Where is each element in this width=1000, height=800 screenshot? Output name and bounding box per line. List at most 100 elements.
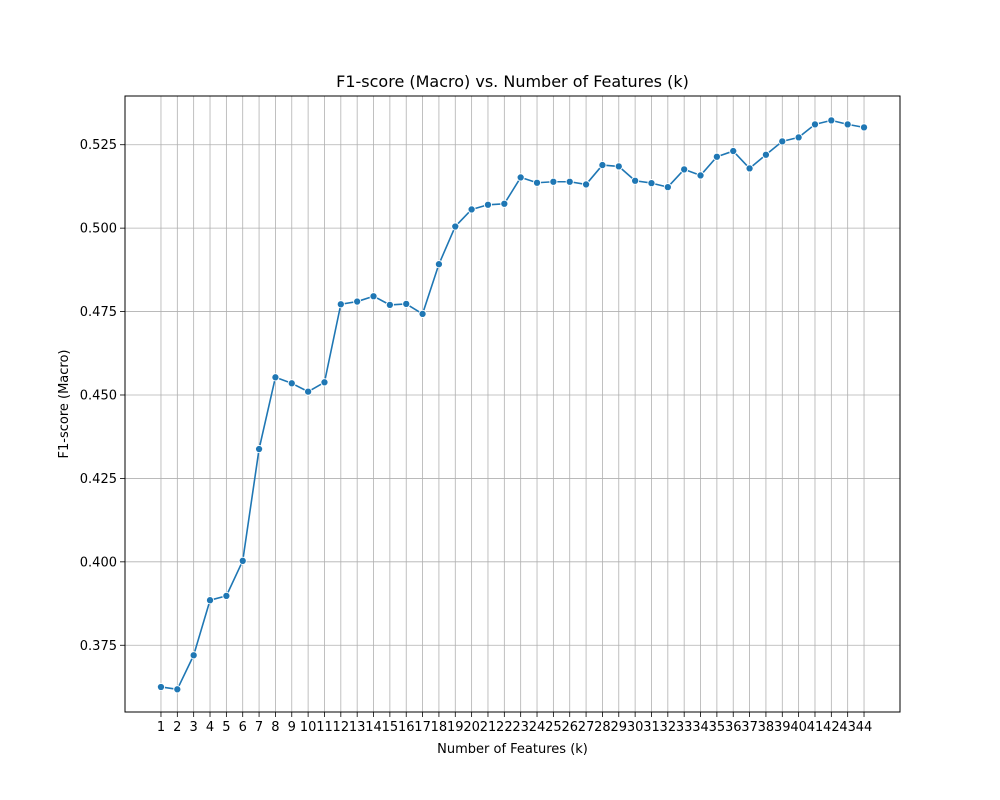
data-point-10 (304, 387, 313, 396)
data-point-25 (549, 177, 558, 186)
plot-frame (124, 95, 901, 713)
y-tick-label: 0.425 (80, 472, 117, 487)
x-tick-label: 44 (856, 720, 873, 735)
data-point-40 (794, 133, 803, 142)
data-point-14 (369, 292, 378, 301)
data-point-36 (729, 147, 738, 156)
data-point-23 (516, 173, 525, 182)
data-point-34 (696, 171, 705, 180)
y-axis-ticks: 0.375 0.400 0.425 0.450 0.475 0.500 0.525 (80, 138, 125, 654)
data-point-22 (500, 199, 509, 208)
y-tick-label: 0.375 (80, 639, 117, 654)
x-tick-label: 39 (774, 720, 791, 735)
y-tick-label: 0.475 (80, 305, 117, 320)
x-tick-label: 27 (578, 720, 595, 735)
x-tick-label: 40 (790, 720, 807, 735)
x-tick-label: 22 (496, 720, 513, 735)
x-tick-label: 20 (463, 720, 480, 735)
x-axis-title: Number of Features (k) (437, 742, 588, 757)
x-tick-label: 21 (480, 720, 497, 735)
data-point-5 (222, 591, 231, 600)
data-point-12 (336, 300, 345, 309)
x-axis-ticks: 1 2 3 4 5 6 7 8 9 10 11 12 13 14 15 16 17 18 19 20 21 22 23 24 2… (157, 712, 872, 735)
x-tick-label: 24 (529, 720, 546, 735)
x-tick-label: 34 (692, 720, 709, 735)
data-point-44 (859, 123, 869, 132)
data-point-20 (467, 205, 476, 214)
x-tick-label: 3 (190, 720, 198, 735)
x-tick-label: 2 (173, 720, 181, 735)
x-tick-label: 19 (447, 720, 464, 735)
x-tick-label: 41 (807, 720, 824, 735)
data-point-3 (189, 651, 198, 660)
x-tick-label: 8 (271, 720, 279, 735)
x-tick-label: 12 (333, 720, 350, 735)
data-point-15 (385, 300, 394, 309)
x-tick-label: 1 (157, 720, 165, 735)
x-tick-label: 35 (709, 720, 726, 735)
data-point-2 (173, 685, 182, 694)
x-tick-label: 25 (545, 720, 562, 735)
data-point-13 (353, 297, 362, 306)
data-points (156, 116, 869, 694)
x-tick-label: 23 (512, 720, 529, 735)
data-point-26 (565, 177, 574, 186)
data-point-17 (418, 309, 427, 318)
x-tick-label: 30 (627, 720, 644, 735)
x-tick-label: 5 (222, 720, 230, 735)
x-tick-label: 7 (255, 720, 263, 735)
x-tick-label: 13 (349, 720, 366, 735)
x-tick-label: 14 (365, 720, 382, 735)
x-tick-label: 17 (414, 720, 431, 735)
x-tick-label: 36 (725, 720, 742, 735)
data-point-9 (287, 379, 296, 388)
y-tick-label: 0.525 (80, 138, 117, 153)
data-point-8 (271, 373, 280, 382)
data-point-16 (402, 299, 411, 308)
data-point-30 (631, 176, 640, 185)
x-tick-label: 10 (300, 720, 317, 735)
x-tick-label: 18 (431, 720, 448, 735)
data-point-31 (647, 179, 656, 188)
data-point-28 (598, 161, 607, 170)
x-tick-label: 38 (758, 720, 775, 735)
data-point-4 (205, 596, 215, 605)
x-tick-label: 43 (839, 720, 856, 735)
x-tick-label: 9 (288, 720, 296, 735)
y-axis-title: F1-score (Macro) (57, 350, 72, 459)
data-point-32 (663, 183, 672, 192)
x-tick-label: 28 (594, 720, 611, 735)
y-tick-label: 0.500 (80, 222, 117, 237)
data-point-37 (745, 164, 754, 173)
grid (125, 96, 900, 712)
data-point-11 (320, 378, 329, 387)
x-tick-label: 15 (382, 720, 399, 735)
x-tick-label: 26 (561, 720, 578, 735)
data-point-33 (680, 165, 689, 174)
data-point-29 (614, 162, 623, 171)
data-point-27 (582, 180, 591, 189)
data-point-1 (156, 682, 166, 692)
x-tick-label: 32 (660, 720, 677, 735)
x-tick-label: 16 (398, 720, 415, 735)
x-tick-label: 29 (611, 720, 628, 735)
x-tick-label: 37 (741, 720, 758, 735)
data-point-21 (483, 200, 493, 209)
x-tick-label: 42 (823, 720, 840, 735)
data-point-6 (238, 556, 247, 565)
x-tick-label: 4 (206, 720, 214, 735)
data-point-7 (255, 444, 264, 454)
data-point-19 (451, 222, 460, 231)
data-point-41 (810, 120, 820, 129)
x-tick-label: 6 (239, 720, 247, 735)
data-point-24 (532, 178, 542, 187)
data-point-42 (827, 116, 836, 125)
x-tick-label: 11 (316, 720, 333, 735)
data-point-43 (843, 120, 852, 129)
y-tick-label: 0.400 (80, 555, 117, 570)
x-tick-label: 31 (643, 720, 660, 735)
data-point-38 (761, 150, 770, 159)
chart-title: F1-score (Macro) vs. Number of Features … (336, 72, 689, 91)
